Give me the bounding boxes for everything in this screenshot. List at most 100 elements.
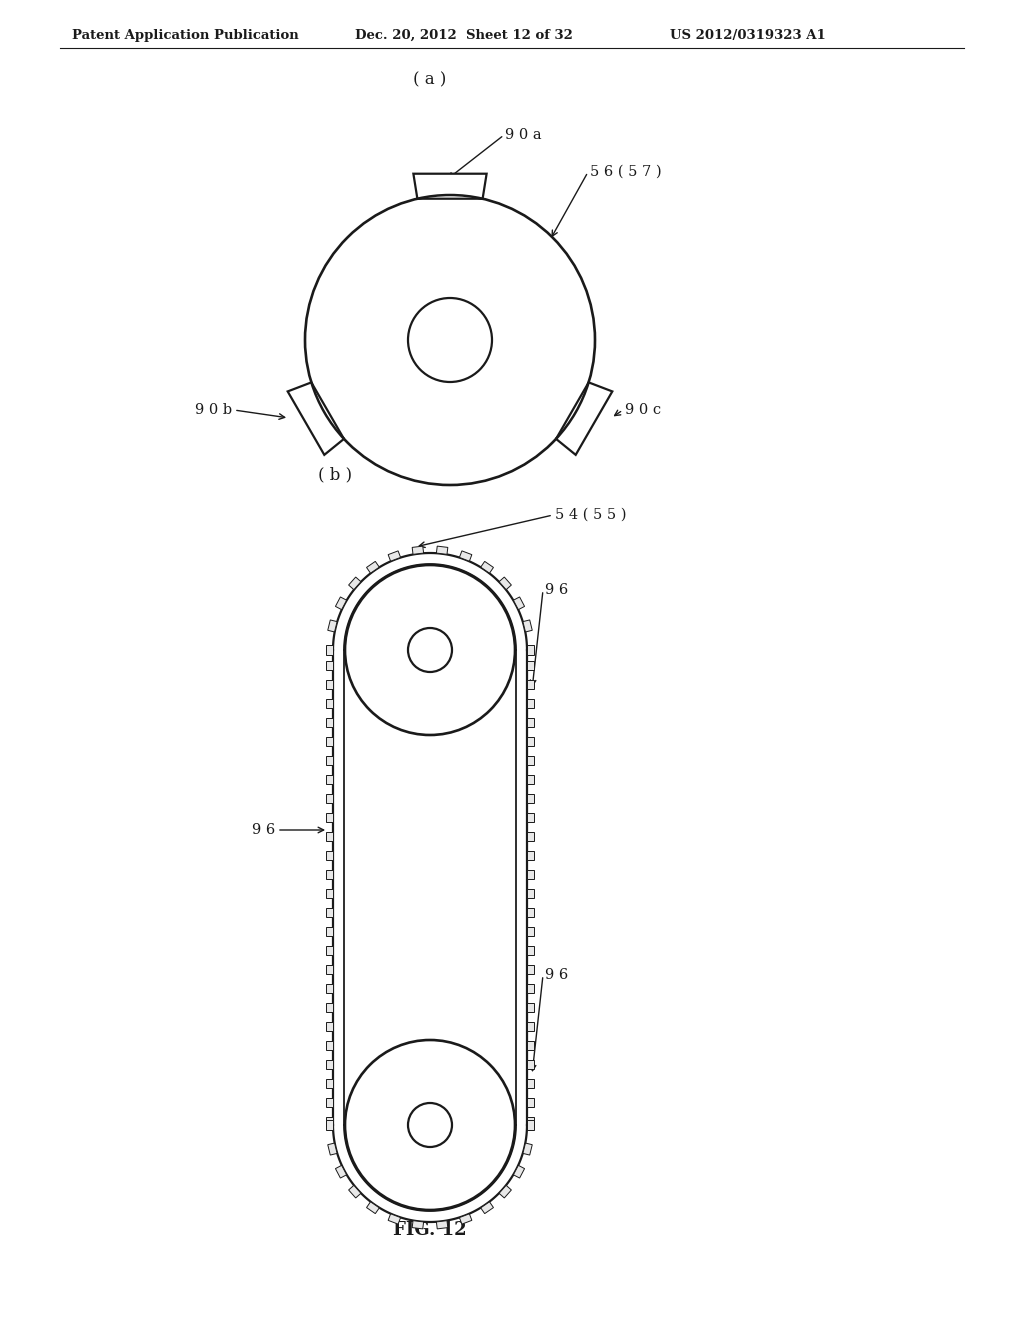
Text: 9 0 b: 9 0 b [195, 403, 232, 417]
Circle shape [305, 195, 595, 484]
Polygon shape [460, 1214, 472, 1224]
Text: FIG. 12: FIG. 12 [393, 1221, 467, 1239]
Polygon shape [499, 577, 511, 590]
Polygon shape [326, 698, 333, 708]
Polygon shape [513, 1166, 524, 1177]
Polygon shape [326, 850, 333, 859]
Polygon shape [527, 983, 534, 993]
Polygon shape [326, 737, 333, 746]
Polygon shape [326, 1040, 333, 1049]
Text: Dec. 20, 2012  Sheet 12 of 32: Dec. 20, 2012 Sheet 12 of 32 [355, 29, 572, 41]
Polygon shape [527, 698, 534, 708]
Polygon shape [326, 1078, 333, 1088]
Polygon shape [527, 793, 534, 803]
Polygon shape [413, 546, 424, 554]
Polygon shape [527, 1119, 534, 1130]
Polygon shape [326, 1060, 333, 1068]
Polygon shape [326, 1022, 333, 1031]
Polygon shape [527, 1078, 534, 1088]
Polygon shape [326, 793, 333, 803]
Polygon shape [527, 1097, 534, 1106]
Polygon shape [527, 1060, 534, 1068]
Polygon shape [326, 832, 333, 841]
Polygon shape [326, 755, 333, 764]
Polygon shape [527, 1022, 534, 1031]
Polygon shape [288, 383, 344, 455]
Polygon shape [388, 550, 400, 561]
Polygon shape [523, 620, 532, 632]
Text: US 2012/0319323 A1: US 2012/0319323 A1 [670, 29, 825, 41]
Circle shape [408, 1104, 452, 1147]
Polygon shape [348, 1185, 360, 1199]
Text: 5 4 ( 5 5 ): 5 4 ( 5 5 ) [555, 508, 627, 521]
Text: ( a ): ( a ) [414, 71, 446, 88]
Polygon shape [527, 660, 534, 669]
Polygon shape [328, 1143, 337, 1155]
Text: 9 6: 9 6 [545, 968, 568, 982]
Text: 9 6: 9 6 [545, 583, 568, 597]
Polygon shape [326, 870, 333, 879]
Text: 9 0 c: 9 0 c [625, 403, 662, 417]
Polygon shape [527, 1117, 534, 1126]
Polygon shape [499, 1185, 511, 1199]
Circle shape [345, 1040, 515, 1210]
Polygon shape [326, 718, 333, 726]
Polygon shape [527, 965, 534, 974]
Polygon shape [513, 597, 524, 610]
Circle shape [345, 565, 515, 735]
Polygon shape [326, 908, 333, 916]
Polygon shape [556, 383, 612, 455]
Polygon shape [326, 945, 333, 954]
Polygon shape [523, 1143, 532, 1155]
Circle shape [408, 298, 492, 381]
Polygon shape [414, 174, 486, 199]
Polygon shape [326, 927, 333, 936]
Text: 9 6: 9 6 [252, 822, 275, 837]
Text: 9 0 a: 9 0 a [505, 128, 542, 143]
Polygon shape [326, 983, 333, 993]
Text: ( b ): ( b ) [317, 466, 352, 483]
Polygon shape [436, 1221, 447, 1229]
Polygon shape [326, 1119, 333, 1130]
Polygon shape [527, 1002, 534, 1011]
Polygon shape [527, 755, 534, 764]
Polygon shape [480, 1201, 494, 1213]
Polygon shape [527, 644, 534, 655]
Polygon shape [527, 680, 534, 689]
Polygon shape [326, 1117, 333, 1126]
Polygon shape [328, 620, 337, 632]
Polygon shape [527, 775, 534, 784]
Polygon shape [527, 832, 534, 841]
Polygon shape [527, 927, 534, 936]
Polygon shape [460, 550, 472, 561]
Polygon shape [326, 680, 333, 689]
Polygon shape [326, 644, 333, 655]
Polygon shape [336, 1166, 346, 1177]
Polygon shape [413, 1221, 424, 1229]
Polygon shape [436, 546, 447, 554]
Polygon shape [388, 1214, 400, 1224]
Text: Patent Application Publication: Patent Application Publication [72, 29, 299, 41]
Polygon shape [336, 597, 346, 610]
Polygon shape [527, 718, 534, 726]
Polygon shape [527, 1040, 534, 1049]
Polygon shape [326, 1097, 333, 1106]
Polygon shape [527, 737, 534, 746]
Polygon shape [326, 888, 333, 898]
Polygon shape [527, 945, 534, 954]
Polygon shape [480, 561, 494, 573]
Polygon shape [326, 965, 333, 974]
Circle shape [408, 628, 452, 672]
Polygon shape [527, 870, 534, 879]
Polygon shape [326, 813, 333, 821]
Polygon shape [326, 775, 333, 784]
Polygon shape [527, 908, 534, 916]
Polygon shape [527, 888, 534, 898]
Polygon shape [326, 1002, 333, 1011]
Text: 5 6 ( 5 7 ): 5 6 ( 5 7 ) [590, 165, 662, 180]
Polygon shape [527, 850, 534, 859]
Polygon shape [527, 813, 534, 821]
Polygon shape [367, 561, 379, 573]
Polygon shape [326, 660, 333, 669]
Polygon shape [367, 1201, 379, 1213]
